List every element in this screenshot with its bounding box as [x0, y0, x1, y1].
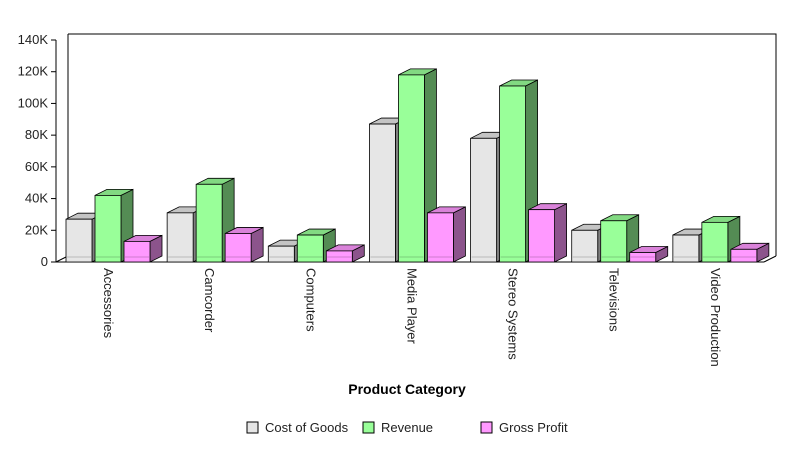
- y-tick-label: 0: [41, 254, 48, 269]
- x-category-label: Video Production: [708, 268, 723, 367]
- legend-swatch: [246, 421, 259, 434]
- bar-gross-profit-accessories[interactable]: [123, 234, 163, 263]
- x-category-label: Media Player: [404, 268, 419, 345]
- x-category-label: Camcorder: [202, 268, 217, 333]
- y-tick-label: 100K: [18, 95, 49, 110]
- y-tick-label: 120K: [18, 64, 49, 79]
- y-axis: 0 20K 40K 60K 80K 100K 120K 140K: [18, 32, 57, 269]
- y-tick-label: 140K: [18, 32, 49, 47]
- x-category-label: Computers: [303, 268, 318, 332]
- y-tick-label: 60K: [25, 159, 48, 174]
- bar-group-accessories: [65, 188, 163, 263]
- x-category-label: Accessories: [101, 268, 116, 339]
- bar-series-group: [65, 68, 770, 263]
- legend-label: Gross Profit: [499, 420, 568, 435]
- bar-revenue-televisions[interactable]: [600, 214, 640, 263]
- legend: Cost of Goods Revenue Gross Profit: [246, 420, 568, 435]
- bar-group-computers: [267, 228, 365, 263]
- legend-item-cost-of-goods: Cost of Goods: [246, 420, 349, 435]
- bar-gross-profit-video-production[interactable]: [730, 242, 770, 263]
- legend-label: Cost of Goods: [265, 420, 349, 435]
- plot-floor-right: [763, 255, 777, 263]
- bar-group-stereo-systems: [470, 79, 567, 263]
- x-category-label: Televisions: [607, 268, 622, 332]
- x-axis-title: Product Category: [348, 381, 466, 397]
- legend-label: Revenue: [381, 420, 433, 435]
- bar-gross-profit-computers[interactable]: [325, 244, 365, 263]
- bar-revenue-computers[interactable]: [296, 228, 336, 263]
- y-tick-label: 80K: [25, 127, 48, 142]
- legend-item-gross-profit: Gross Profit: [480, 420, 568, 435]
- legend-item-revenue: Revenue: [362, 420, 433, 435]
- bar-gross-profit-stereo-systems[interactable]: [528, 203, 567, 263]
- x-axis: Accessories Camcorder Computers Media Playe…: [101, 268, 723, 367]
- bar-group-video-production: [672, 215, 770, 263]
- plot-back-wall: [68, 33, 777, 256]
- y-tick-label: 20K: [25, 222, 48, 237]
- legend-swatch: [362, 421, 375, 434]
- x-category-label: Stereo Systems: [506, 268, 521, 360]
- bar-group-televisions: [571, 214, 669, 263]
- bar-group-camcorder: [166, 177, 264, 263]
- bar-gross-profit-camcorder[interactable]: [224, 226, 264, 263]
- legend-swatch: [480, 421, 493, 434]
- bar-group-media-player: [369, 68, 466, 263]
- y-tick-label: 40K: [25, 191, 48, 206]
- bar-gross-profit-televisions[interactable]: [629, 245, 669, 263]
- bar-gross-profit-media-player[interactable]: [427, 206, 466, 263]
